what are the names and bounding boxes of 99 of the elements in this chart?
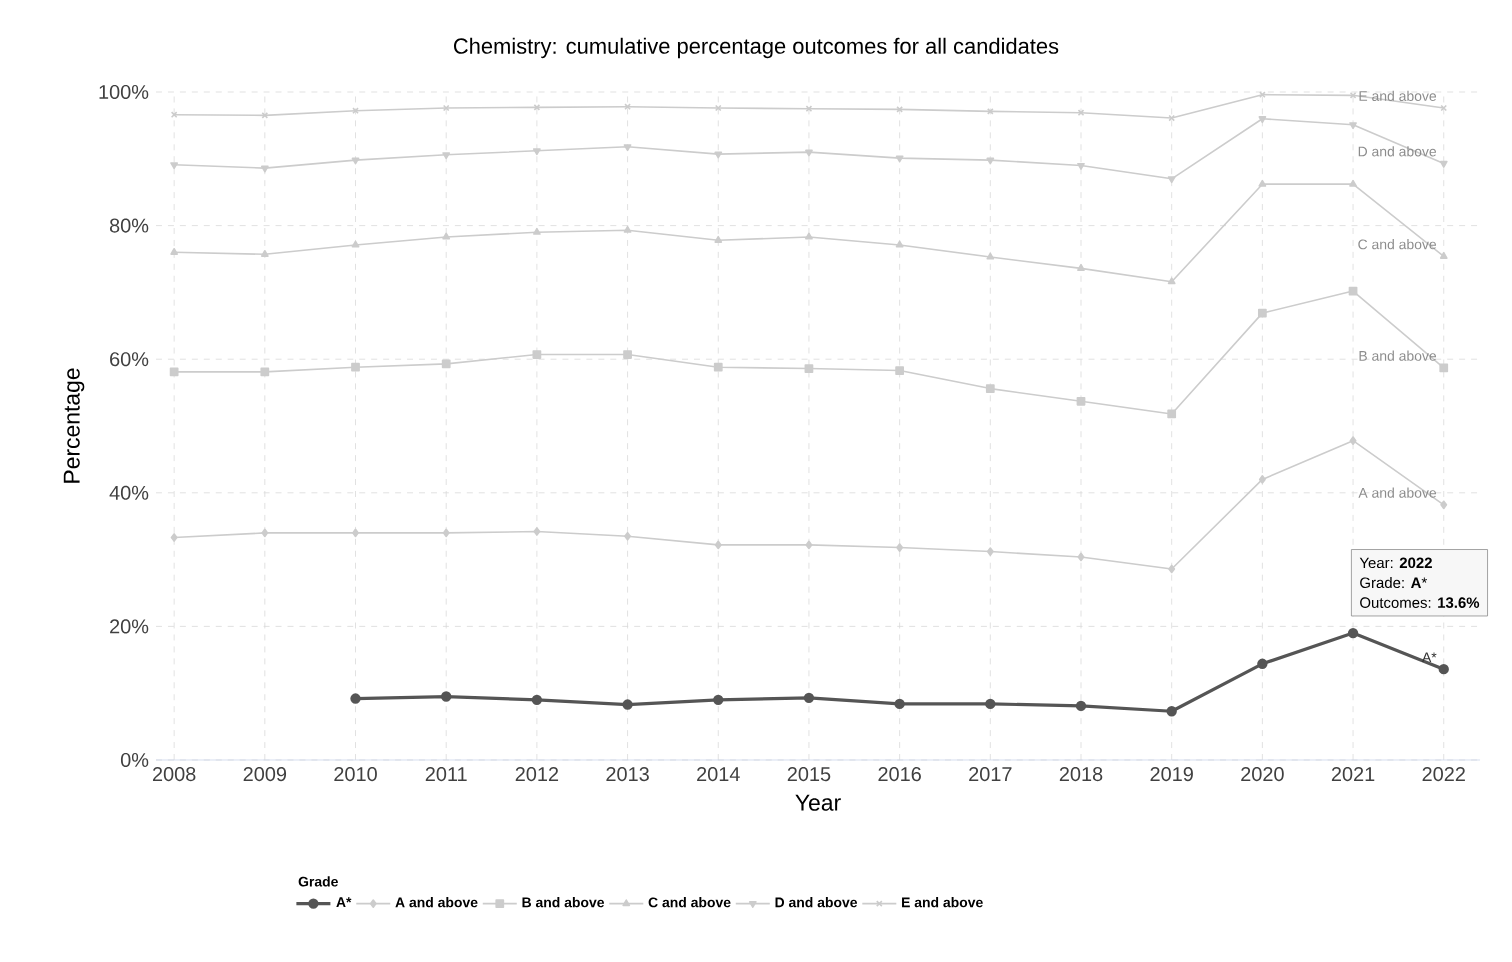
point: [1166, 706, 1177, 717]
point: [895, 240, 904, 248]
point: [1349, 122, 1357, 130]
point: [896, 106, 903, 113]
y-tick-label: 40%: [109, 485, 149, 500]
point: [714, 540, 722, 550]
x-tick-label: 2018: [1059, 767, 1103, 782]
x-tick-label: 2012: [515, 767, 559, 782]
point: [894, 698, 905, 710]
point: [532, 350, 542, 359]
point: [803, 692, 815, 704]
point: [624, 531, 632, 541]
point: [896, 543, 904, 552]
point: [260, 249, 269, 257]
point: [351, 240, 360, 248]
x-tick-label: 2015: [787, 767, 831, 782]
x-tick-label: 2020: [1241, 767, 1284, 782]
point: [1259, 91, 1266, 98]
x-tick-label: 2011: [425, 767, 467, 782]
y-tick-label: 0%: [120, 752, 149, 768]
point: [441, 359, 451, 369]
y-tick-label: 100%: [99, 84, 149, 100]
point: [351, 362, 360, 372]
point: [352, 528, 359, 538]
point: [805, 232, 813, 240]
point: [1439, 363, 1449, 373]
x-tick-label: 2014: [697, 767, 740, 782]
point: [1167, 409, 1177, 419]
point: [1258, 475, 1266, 484]
point: [1439, 160, 1448, 168]
point: [985, 698, 996, 710]
point: [895, 155, 904, 163]
x-tick-label: 2016: [878, 767, 921, 782]
point: [805, 149, 813, 157]
point: [532, 148, 541, 156]
point: [1257, 658, 1268, 669]
point: [442, 152, 451, 160]
point: [623, 350, 632, 359]
point: [442, 232, 451, 240]
point: [1258, 116, 1267, 124]
x-tick-label: 2022: [1422, 767, 1465, 782]
point: [713, 694, 724, 706]
point: [713, 362, 723, 372]
point: [895, 366, 905, 375]
point: [170, 533, 178, 542]
y-tick-label: 80%: [109, 218, 149, 233]
x-tick-label: 2021: [1331, 767, 1375, 782]
point: [1077, 263, 1085, 271]
point: [1349, 436, 1357, 446]
point: [985, 384, 995, 393]
point: [1077, 162, 1085, 170]
point: [1438, 663, 1449, 675]
point: [533, 527, 541, 536]
y-axis-title: Percentage: [63, 368, 85, 483]
point: [623, 225, 632, 233]
point: [804, 364, 814, 373]
y-tick-label: 60%: [110, 352, 149, 367]
x-tick-label: 2009: [243, 767, 287, 782]
point: [1349, 179, 1357, 187]
point: [986, 157, 995, 165]
point: [805, 540, 813, 550]
x-tick-label: 2008: [152, 767, 196, 782]
point: [1168, 564, 1176, 574]
point: [1258, 179, 1267, 187]
point: [1077, 552, 1085, 562]
point: [986, 547, 994, 556]
point: [351, 157, 360, 165]
x-tick-label: 2013: [606, 767, 649, 782]
point: [1167, 176, 1176, 184]
y-tick-label: 20%: [110, 619, 149, 634]
point: [1347, 627, 1359, 639]
point: [1257, 308, 1267, 318]
chart-title: Chemistry: cumulative percentage outcomes for all candidates: [453, 37, 1059, 59]
point: [986, 252, 995, 260]
point: [622, 699, 633, 710]
point: [1075, 700, 1087, 712]
point: [531, 694, 543, 706]
point: [986, 108, 994, 115]
point: [1167, 277, 1176, 285]
point: [350, 693, 361, 704]
point: [1440, 500, 1448, 510]
point: [442, 528, 450, 538]
x-tick-label: 2017: [969, 767, 1012, 782]
x-tick-label: 2010: [334, 767, 377, 782]
point: [170, 247, 179, 255]
point: [714, 151, 723, 159]
point: [1439, 251, 1448, 259]
point: [532, 227, 541, 235]
point: [260, 367, 270, 377]
point: [169, 367, 179, 377]
point: [441, 691, 452, 702]
point: [714, 235, 723, 243]
x-axis-title: Year: [795, 794, 841, 811]
point: [170, 162, 179, 170]
point: [261, 528, 269, 538]
point: [1076, 396, 1086, 406]
x-tick-label: 2019: [1150, 767, 1193, 782]
point: [623, 144, 632, 152]
point: [260, 165, 269, 173]
